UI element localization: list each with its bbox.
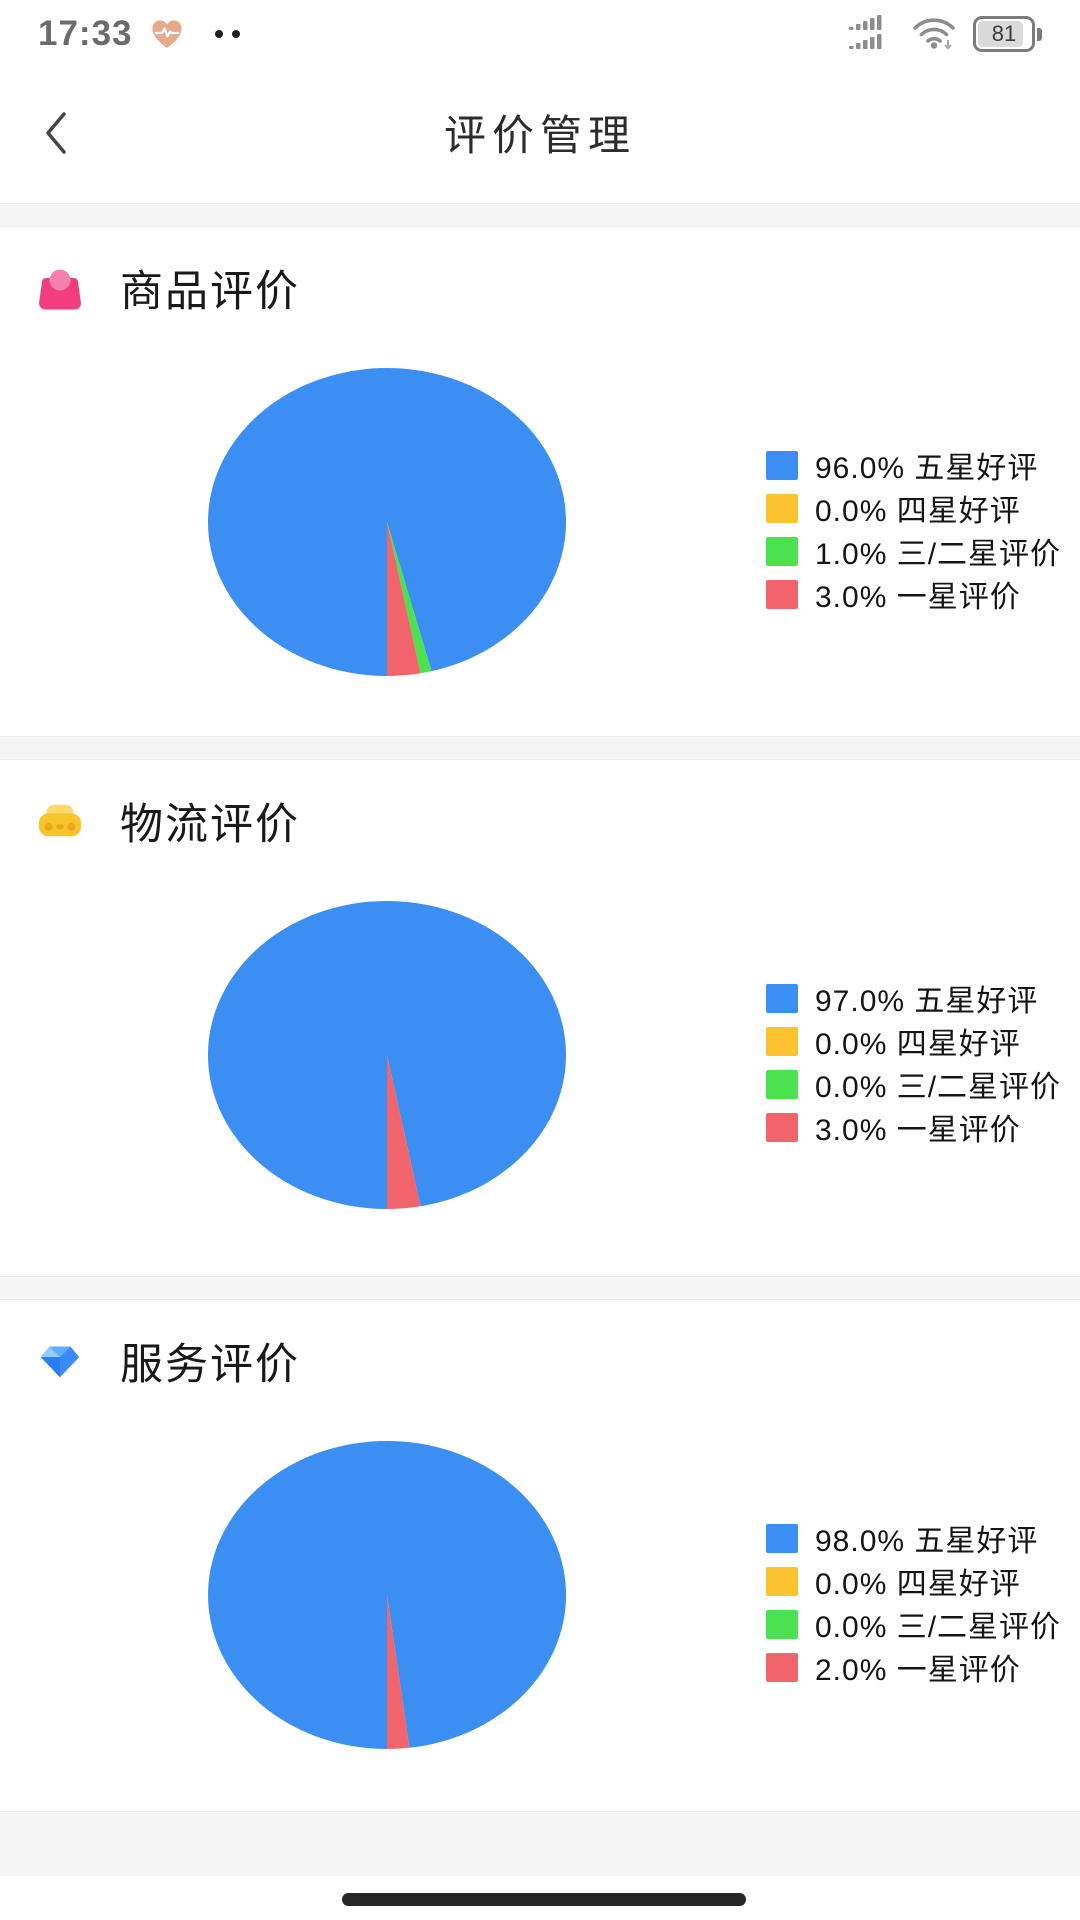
status-bar: 17:33	[0, 0, 1080, 62]
notification-dot	[214, 30, 223, 38]
section-header: 服务评价	[38, 1330, 300, 1392]
pie-slice-3	[387, 522, 421, 676]
legend-swatch	[766, 1523, 798, 1553]
section-title: 服务评价	[120, 1341, 300, 1389]
legend-item[interactable]: 96.0% 五星好评	[766, 450, 1061, 485]
legend-item[interactable]: 0.0% 四星好评	[766, 493, 1061, 528]
section-divider	[0, 736, 1080, 760]
nav-bar: 评价管理	[0, 62, 1080, 203]
legend-item[interactable]: 0.0% 三/二星评价	[766, 1609, 1061, 1644]
legend-label: 0.0% 三/二星评价	[815, 1611, 1062, 1644]
cellular-signal-icon	[849, 14, 895, 55]
notification-dot	[231, 30, 240, 38]
legend-item[interactable]: 98.0% 五星好评	[766, 1523, 1061, 1558]
legend-swatch	[766, 579, 798, 609]
service-gem-icon	[38, 1338, 82, 1384]
legend-item[interactable]: 3.0% 一星评价	[766, 579, 1061, 614]
home-indicator[interactable]	[342, 1893, 746, 1906]
legend-swatch	[766, 1026, 798, 1056]
legend-label: 98.0% 五星好评	[815, 1525, 1039, 1558]
legend-swatch	[766, 1652, 798, 1682]
pie-slice-2	[387, 522, 432, 674]
chevron-left-icon	[46, 111, 66, 154]
section-product-reviews: 商品评价 96.0% 五星好评 0.0% 四星好评 1.0% 三/二星评价 3.0% …	[0, 227, 1080, 736]
legend-swatch	[766, 1609, 798, 1639]
legend-label: 0.0% 四星好评	[815, 1568, 1021, 1601]
section-divider	[0, 1276, 1080, 1300]
legend-swatch	[766, 536, 798, 566]
legend-swatch	[766, 1112, 798, 1142]
legend-swatch	[766, 1069, 798, 1099]
battery-body: 81	[973, 16, 1035, 52]
bottom-divider	[0, 1811, 1080, 1876]
section-service-reviews: 服务评价 98.0% 五星好评 0.0% 四星好评 0.0% 三/二星评价 2.0% …	[0, 1300, 1080, 1811]
legend-label: 3.0% 一星评价	[815, 581, 1021, 614]
legend-product-reviews: 96.0% 五星好评 0.0% 四星好评 1.0% 三/二星评价 3.0% 一星评价	[766, 450, 1061, 622]
battery-level: 81	[991, 21, 1017, 46]
back-button[interactable]	[40, 107, 80, 159]
pie-slice-0	[208, 901, 566, 1209]
pie-chart-logistics-reviews	[208, 901, 566, 1209]
legend-label: 0.0% 四星好评	[815, 1028, 1021, 1061]
legend-item[interactable]: 3.0% 一星评价	[766, 1112, 1061, 1147]
legend-label: 96.0% 五星好评	[815, 452, 1039, 485]
legend-swatch	[766, 450, 798, 480]
delivery-car-icon	[38, 798, 82, 844]
pie-slice-3	[387, 1055, 421, 1209]
legend-label: 0.0% 三/二星评价	[815, 1071, 1062, 1104]
section-logistics-reviews: 物流评价 97.0% 五星好评 0.0% 四星好评 0.0% 三/二星评价 3.0% …	[0, 760, 1080, 1276]
section-header: 商品评价	[38, 257, 300, 319]
battery-nub	[1037, 27, 1042, 41]
legend-item[interactable]: 97.0% 五星好评	[766, 983, 1061, 1018]
legend-label: 3.0% 一星评价	[815, 1114, 1021, 1147]
legend-item[interactable]: 2.0% 一星评价	[766, 1652, 1061, 1687]
legend-item[interactable]: 0.0% 四星好评	[766, 1026, 1061, 1061]
legend-swatch	[766, 493, 798, 523]
section-header: 物流评价	[38, 790, 300, 852]
page-title: 评价管理	[443, 112, 636, 159]
wifi-icon	[911, 13, 957, 56]
legend-item[interactable]: 0.0% 四星好评	[766, 1566, 1061, 1601]
pie-slice-0	[208, 368, 566, 676]
section-title: 物流评价	[120, 801, 300, 849]
legend-label: 97.0% 五星好评	[815, 985, 1039, 1018]
section-title: 商品评价	[120, 268, 300, 316]
legend-item[interactable]: 0.0% 三/二星评价	[766, 1069, 1061, 1104]
legend-logistics-reviews: 97.0% 五星好评 0.0% 四星好评 0.0% 三/二星评价 3.0% 一星评价	[766, 983, 1061, 1155]
legend-item[interactable]: 1.0% 三/二星评价	[766, 536, 1061, 571]
battery-indicator: 81	[973, 16, 1042, 52]
legend-service-reviews: 98.0% 五星好评 0.0% 四星好评 0.0% 三/二星评价 2.0% 一星评价	[766, 1523, 1061, 1695]
section-divider	[0, 203, 1080, 227]
pie-chart-product-reviews	[208, 368, 566, 676]
notification-dots	[214, 30, 240, 38]
battery-fill	[978, 21, 1024, 47]
legend-swatch	[766, 983, 798, 1013]
status-time: 17:33	[38, 14, 133, 53]
legend-label: 0.0% 四星好评	[815, 495, 1021, 528]
shopping-bag-icon	[38, 265, 82, 311]
legend-label: 1.0% 三/二星评价	[815, 538, 1062, 571]
pie-slice-0	[208, 1441, 566, 1749]
heart-rate-icon	[149, 17, 185, 51]
legend-label: 2.0% 一星评价	[815, 1654, 1021, 1687]
legend-swatch	[766, 1566, 798, 1596]
pie-chart-service-reviews	[208, 1441, 566, 1749]
pie-slice-3	[387, 1595, 410, 1749]
